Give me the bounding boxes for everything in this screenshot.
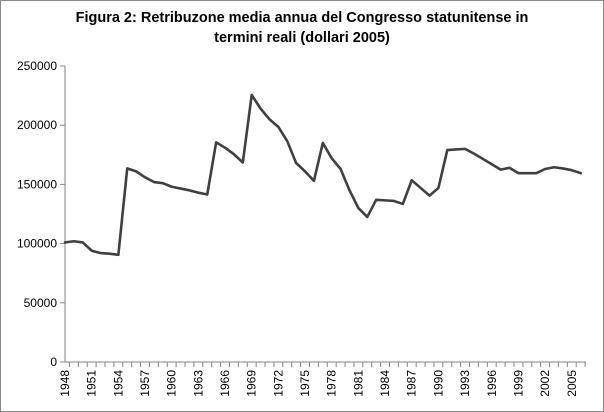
x-tick-label: 1999: [511, 370, 525, 397]
x-tick-label: 1948: [58, 370, 72, 397]
y-tick-label: 150000: [17, 177, 57, 191]
x-tick-label: 1981: [351, 370, 365, 397]
y-tick-label: 100000: [17, 237, 57, 251]
x-tick-label: 1960: [165, 370, 179, 397]
y-axis: 0 50000 100000 150000 200000 250000: [17, 59, 66, 369]
x-tick-label: 1978: [325, 370, 339, 397]
chart-title-line-2: termini reali (dollari 2005): [214, 30, 390, 46]
x-tick-label: 1993: [458, 370, 472, 397]
x-tick-label: 1954: [111, 370, 125, 397]
y-tick-label: 200000: [17, 118, 57, 132]
x-tick-label: 1987: [405, 370, 419, 397]
x-tick-label: 1951: [85, 370, 99, 397]
series-line: [63, 93, 582, 257]
chart-title: Figura 2: Retribuzone media annua del Co…: [0, 8, 604, 48]
chart-title-line-1: Figura 2: Retribuzone media annua del Co…: [75, 10, 529, 26]
x-tick-label: 1984: [378, 370, 392, 397]
x-tick-label: 1975: [298, 370, 312, 397]
y-tick-label: 0: [50, 355, 57, 369]
x-tick-label: 2002: [538, 370, 552, 397]
x-tick-label: 2005: [565, 370, 579, 397]
x-tick-label: 1966: [218, 370, 232, 397]
series-group: [63, 93, 582, 257]
y-tick-label: 50000: [24, 296, 58, 310]
x-tick-label: 1969: [245, 370, 259, 397]
y-tick-label: 250000: [17, 59, 57, 73]
x-tick-label: 1957: [138, 370, 152, 397]
x-tick-label: 1972: [271, 370, 285, 397]
x-tick-label: 1990: [431, 370, 445, 397]
x-tick-label: 1963: [191, 370, 205, 397]
x-axis: 1948 1951 1954 1957 1960 1963 1966 1969 1972 1975…: [58, 361, 586, 397]
x-tick-label: 1996: [485, 370, 499, 397]
